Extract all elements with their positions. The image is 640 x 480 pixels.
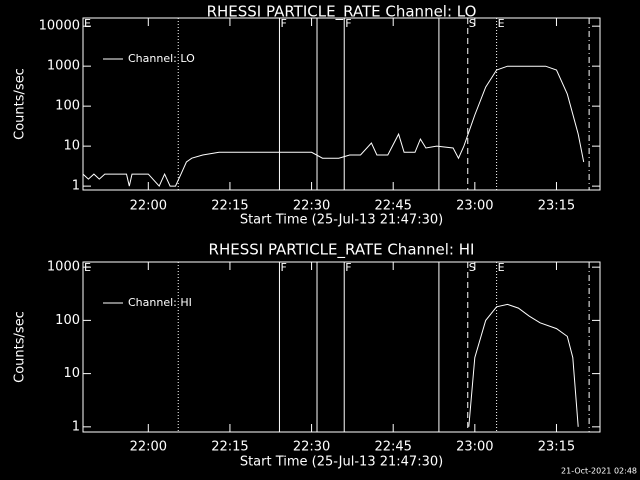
x-tick-label: 22:45 xyxy=(374,199,411,214)
event-label: S xyxy=(469,261,476,274)
event-label: F xyxy=(345,261,351,274)
event-label: E xyxy=(498,17,505,30)
event-label: E xyxy=(84,17,91,30)
y-tick-label: 100 xyxy=(55,99,80,114)
y-tick-label: 1 xyxy=(72,179,80,194)
plot-frame xyxy=(82,17,601,191)
x-tick-label: 22:15 xyxy=(211,440,248,455)
chart-title: RHESSI PARTICLE_RATE Channel: LO xyxy=(207,3,477,22)
y-axis-label: Counts/sec xyxy=(13,68,28,140)
x-tick-label: 23:15 xyxy=(538,440,575,455)
event-label: S xyxy=(469,17,476,30)
chart-title: RHESSI PARTICLE_RATE Channel: HI xyxy=(209,241,475,260)
x-axis-label: Start Time (25-Jul-13 21:47:30) xyxy=(240,213,443,228)
legend-label: Channel: HI xyxy=(128,296,192,309)
event-label: E xyxy=(84,261,91,274)
event-label: F xyxy=(280,261,286,274)
x-tick-label: 23:00 xyxy=(456,199,493,214)
x-tick-label: 22:00 xyxy=(130,440,167,455)
x-tick-label: 23:15 xyxy=(538,199,575,214)
x-tick-label: 22:15 xyxy=(211,199,248,214)
event-label: F xyxy=(280,17,286,30)
x-tick-label: 22:30 xyxy=(293,440,330,455)
footer: 21-Oct-2021 02:48 xyxy=(561,467,637,476)
data-line xyxy=(468,303,579,427)
event-label: E xyxy=(498,261,505,274)
event-label: F xyxy=(345,17,351,30)
x-tick-label: 22:00 xyxy=(130,199,167,214)
x-tick-label: 23:00 xyxy=(456,440,493,455)
x-tick-label: 22:45 xyxy=(374,440,411,455)
y-tick-label: 10 xyxy=(63,366,80,381)
y-tick-label: 1000 xyxy=(47,59,80,74)
x-tick-label: 22:30 xyxy=(293,199,330,214)
x-axis-label: Start Time (25-Jul-13 21:47:30) xyxy=(240,455,443,470)
data-line xyxy=(82,65,585,188)
y-tick-label: 1000 xyxy=(47,260,80,275)
plot-frame xyxy=(82,261,601,433)
y-tick-label: 10 xyxy=(63,139,80,154)
y-tick-label: 10000 xyxy=(39,19,80,34)
y-axis-label: Counts/sec xyxy=(13,311,28,383)
y-tick-label: 100 xyxy=(55,313,80,328)
legend-label: Channel: LO xyxy=(128,52,195,65)
y-tick-label: 1 xyxy=(72,419,80,434)
